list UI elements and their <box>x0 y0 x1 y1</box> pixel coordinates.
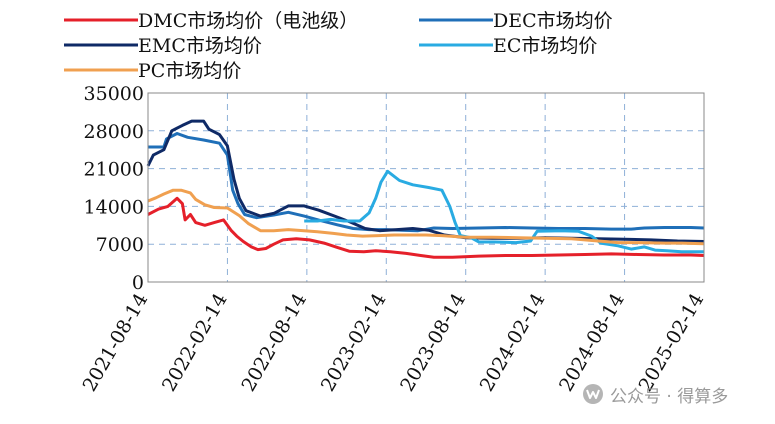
watermark-text: 公众号 · 得算多 <box>610 386 729 407</box>
wechat-channel-icon <box>583 384 603 404</box>
y-tick-label: 35000 <box>84 83 144 105</box>
x-tick-label: 2024-02-14 <box>476 290 550 396</box>
y-tick-label: 0 <box>132 272 144 294</box>
series-line-1 <box>147 196 705 259</box>
x-tick-label: 2022-02-14 <box>158 290 232 396</box>
watermark: 公众号 · 得算多 <box>582 380 728 408</box>
series-line-5 <box>147 188 705 246</box>
y-tick-label: 28000 <box>84 121 144 143</box>
chart-legend: DMC市场均价（电池级） DEC市场均价 EMC市场均价 EC市场均价 PC市场均价 <box>64 10 613 82</box>
y-axis-ticks: 0 7000 14000 21000 28000 35000 <box>84 83 144 294</box>
x-tick-label: 2023-02-14 <box>317 290 391 396</box>
y-tick-label: 14000 <box>84 196 144 218</box>
y-tick-label: 21000 <box>84 159 144 181</box>
y-tick-label: 7000 <box>96 234 144 256</box>
chart-series-group <box>146 119 705 259</box>
series-line-2 <box>148 132 705 233</box>
legend-label-1: DMC市场均价（电池级） <box>138 10 358 32</box>
legend-label-5: PC市场均价 <box>138 60 241 82</box>
x-tick-label: 2023-08-14 <box>396 290 470 396</box>
legend-label-2: DEC市场均价 <box>493 10 613 32</box>
legend-label-4: EC市场均价 <box>493 35 597 57</box>
x-tick-label: 2022-08-14 <box>237 290 311 396</box>
x-tick-label: 2021-08-14 <box>79 290 153 396</box>
plot-frame <box>147 92 705 283</box>
legend-label-3: EMC市场均价 <box>138 35 262 57</box>
